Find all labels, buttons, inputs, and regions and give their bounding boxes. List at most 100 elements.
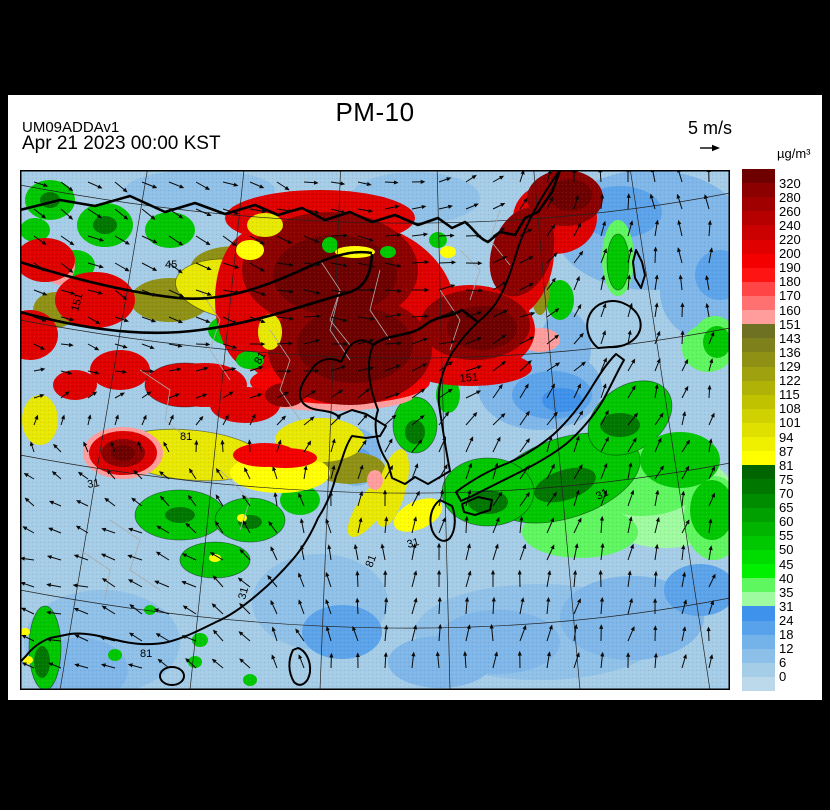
colorbar-segment (742, 394, 775, 409)
colorbar-segment (742, 521, 775, 536)
coastline (586, 300, 642, 349)
wind-vector-field (20, 170, 716, 669)
colorbar-tick-label: 87 (779, 443, 794, 459)
model-label: UM09ADDAv1 (22, 119, 120, 136)
colorbar-tick-label: 70 (779, 485, 794, 501)
colorbar-tick-label: 94 (779, 429, 794, 445)
colorbar-tick-label: 81 (779, 457, 794, 473)
colorbar-segment (742, 662, 775, 677)
page-title: PM-10 (335, 97, 415, 127)
colorbar-tick-label: 122 (779, 373, 801, 389)
contour-label: 31 (406, 536, 421, 551)
colorbar-tick-label: 190 (779, 260, 801, 276)
colorbar-tick-label: 75 (779, 471, 794, 487)
colorbar-segment (742, 267, 775, 282)
province-boundary (109, 519, 161, 591)
colorbar-segment (742, 281, 775, 296)
colorbar-segment (742, 338, 775, 353)
colorbar-segment (742, 197, 775, 212)
colorbar-segment (742, 465, 775, 480)
colorbar-segment (742, 366, 775, 381)
colorbar-tick-label: 50 (779, 542, 794, 558)
colorbar-segment (742, 324, 775, 339)
colorbar (742, 169, 775, 692)
graticule-meridian (189, 170, 245, 690)
colorbar-segment (742, 253, 775, 268)
colorbar-tick-label: 60 (779, 514, 794, 530)
colorbar-tick-label: 260 (779, 203, 801, 219)
country-border (20, 253, 374, 335)
colorbar-segment (742, 493, 775, 508)
colorbar-segment (742, 408, 775, 423)
graticule-parallel (20, 454, 730, 494)
wind-speed-legend-label: 5 m/s (687, 118, 732, 138)
contour-label: 81 (252, 350, 269, 367)
province-boundary (219, 469, 251, 531)
country-border (372, 308, 479, 347)
colorbar-tick-label: 115 (779, 387, 800, 403)
contour-label: 31 (236, 586, 251, 601)
colorbar-segment (742, 535, 775, 550)
province-boundary (319, 259, 351, 346)
coastline (455, 353, 625, 502)
valid-time-label: Apr 21 2023 00:00 KST (22, 133, 221, 154)
colorbar-segment (742, 295, 775, 311)
province-boundary (369, 269, 391, 341)
coastline (429, 499, 456, 542)
colorbar-segment (742, 183, 775, 198)
colorbar-tick-label: 136 (779, 344, 801, 360)
colorbar-segment (742, 310, 775, 325)
province-boundary (329, 289, 351, 361)
province-boundary (139, 369, 191, 441)
country-border (20, 250, 373, 301)
colorbar-tick-label: 18 (779, 627, 794, 643)
colorbar-segment (742, 564, 775, 579)
colorbar-unit-label: µg/m³ (777, 146, 811, 161)
colorbar-tick-label: 55 (779, 528, 794, 544)
contour-label: 81 (140, 648, 152, 660)
graticule-meridian (59, 170, 148, 690)
contour-label: 151 (459, 371, 478, 385)
province-boundary (439, 289, 461, 351)
colorbar-segment (742, 169, 775, 184)
contour-label: 31 (86, 477, 100, 491)
colorbar-segment (742, 352, 775, 367)
colorbar-segment (742, 211, 775, 226)
colorbar-segment (742, 422, 775, 438)
colorbar-tick-label: 143 (779, 330, 801, 346)
colorbar-tick-label: 160 (779, 302, 801, 318)
contour-label: 151 (69, 292, 85, 313)
colorbar-tick-label: 108 (779, 401, 801, 417)
colorbar-segment (742, 437, 775, 452)
coastline (632, 249, 646, 289)
colorbar-segment (742, 451, 775, 466)
colorbar-segment (742, 648, 775, 663)
colorbar-segment (742, 507, 775, 522)
colorbar-tick-label: 200 (779, 246, 801, 262)
colorbar-tick-label: 101 (779, 415, 801, 431)
province-boundary (79, 549, 111, 601)
colorbar-tick-label: 320 (779, 175, 801, 191)
coastline (477, 170, 561, 323)
colorbar-tick-label: 40 (779, 570, 794, 586)
colorbar-tick-label: 240 (779, 217, 801, 233)
country-border (20, 170, 562, 244)
colorbar-tick-label: 31 (779, 598, 794, 614)
colorbar-tick-label: 35 (779, 584, 794, 600)
graticule-meridian (629, 170, 711, 690)
island-outline (159, 666, 185, 686)
colorbar-tick-label: 45 (779, 556, 794, 572)
graticule-parallel (20, 319, 730, 359)
province-boundary (269, 329, 301, 421)
colorbar-segment (742, 592, 775, 607)
colorbar-segment (742, 225, 775, 240)
contour-label: 81 (180, 431, 192, 443)
colorbar-tick-label: 12 (779, 641, 794, 657)
colorbar-tick-label: 65 (779, 500, 794, 516)
colorbar-tick-label: 0 (779, 669, 787, 685)
map-canvas: 313181813115115181453181 (20, 170, 730, 690)
colorbar-tick-label: 151 (779, 316, 801, 332)
colorbar-tick-label: 6 (779, 655, 787, 671)
colorbar-segment (742, 239, 775, 254)
